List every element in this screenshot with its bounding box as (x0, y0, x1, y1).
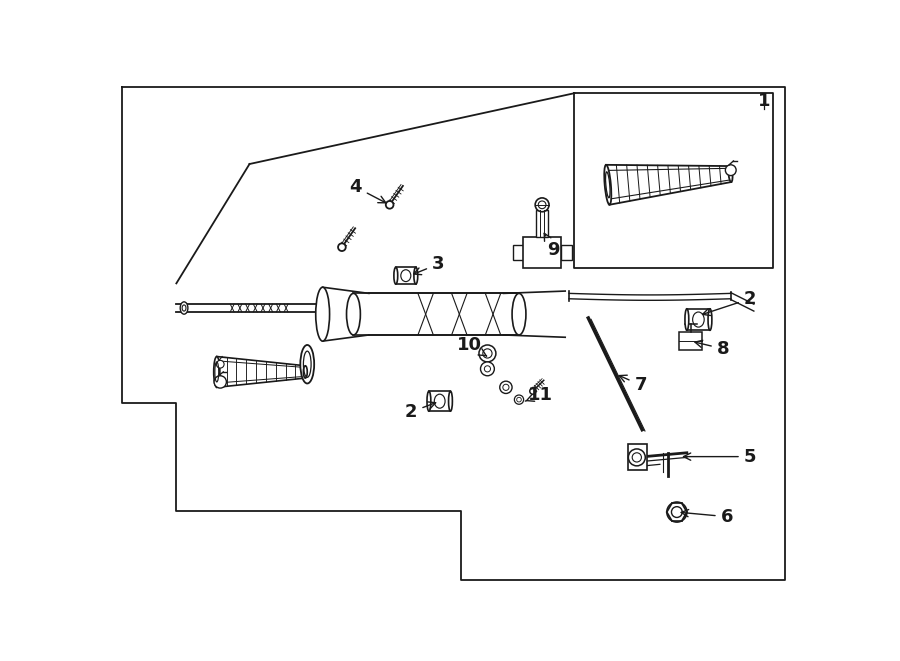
Ellipse shape (301, 345, 314, 383)
Bar (354, 293, 519, 335)
Ellipse shape (180, 302, 188, 314)
Ellipse shape (604, 165, 611, 205)
Bar (396, 267, 416, 284)
Text: 9: 9 (544, 233, 560, 259)
Circle shape (216, 360, 224, 368)
Ellipse shape (346, 293, 360, 335)
Ellipse shape (414, 267, 418, 284)
Text: 5: 5 (683, 447, 756, 465)
Bar (429, 391, 451, 411)
Circle shape (481, 362, 494, 375)
Ellipse shape (213, 356, 220, 387)
Text: 2: 2 (405, 402, 436, 421)
Ellipse shape (685, 309, 688, 330)
Ellipse shape (512, 293, 526, 335)
Circle shape (667, 502, 687, 522)
Bar (523, 237, 562, 268)
Text: 7: 7 (619, 375, 647, 394)
Ellipse shape (708, 309, 712, 330)
Bar (513, 245, 524, 260)
Circle shape (725, 165, 736, 176)
Circle shape (515, 395, 524, 405)
Ellipse shape (448, 391, 453, 411)
Circle shape (530, 388, 536, 394)
Bar (562, 245, 572, 260)
Ellipse shape (394, 267, 398, 284)
Circle shape (214, 375, 227, 388)
Text: 1: 1 (758, 92, 770, 110)
Bar (680, 332, 702, 350)
Text: 4: 4 (349, 178, 386, 203)
Text: 6: 6 (681, 508, 733, 525)
Text: 2: 2 (703, 290, 756, 315)
Bar (536, 210, 548, 237)
Bar (627, 444, 647, 471)
Circle shape (536, 198, 549, 212)
Text: 8: 8 (695, 340, 729, 358)
Circle shape (479, 345, 496, 362)
Ellipse shape (427, 391, 431, 411)
Ellipse shape (303, 366, 307, 378)
Circle shape (338, 243, 346, 251)
Ellipse shape (316, 288, 329, 341)
Text: 10: 10 (456, 336, 487, 356)
Bar (687, 309, 710, 330)
Ellipse shape (728, 166, 733, 182)
Circle shape (500, 381, 512, 393)
Circle shape (386, 201, 393, 209)
Circle shape (628, 449, 645, 466)
Text: 11: 11 (526, 386, 554, 404)
Text: 3: 3 (414, 255, 445, 275)
